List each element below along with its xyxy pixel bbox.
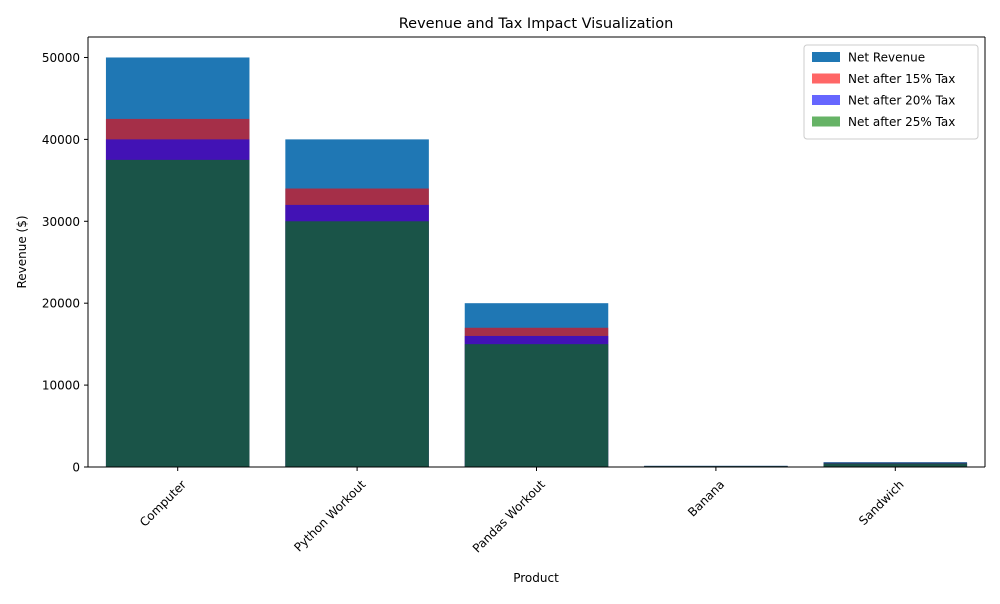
legend-swatch: [812, 52, 840, 62]
bar-series-3-sandwich: [823, 463, 968, 467]
legend-label: Net after 25% Tax: [848, 115, 955, 129]
legend: Net Revenue Net after 15% Tax Net after 20…: [803, 44, 979, 140]
plot-area: 0 10000 20000 30000 40000 50000 Computer Python…: [42, 36, 986, 555]
x-tick-label: Python Workout: [291, 477, 368, 554]
legend-swatch: [812, 116, 840, 127]
chart-title: Revenue and Tax Impact Visualization: [399, 16, 674, 32]
bar-series-3-pandas-workout: [464, 344, 609, 467]
x-tick-label: Sandwich: [856, 477, 907, 528]
x-tick-label: Computer: [137, 477, 189, 529]
y-tick-label: 10000: [42, 379, 80, 393]
y-tick-label: 20000: [42, 297, 80, 311]
bar-series-3-computer: [105, 159, 250, 467]
legend-box: [803, 44, 979, 140]
x-tick-label: Banana: [685, 477, 727, 519]
legend-label: Net Revenue: [848, 51, 925, 65]
legend-label: Net after 15% Tax: [848, 72, 955, 86]
y-tick-label: 30000: [42, 215, 80, 229]
legend-label: Net after 20% Tax: [848, 94, 955, 108]
x-axis-label: Product: [513, 571, 559, 585]
bar-series-3-python-workout: [285, 221, 429, 467]
y-tick-label: 0: [72, 461, 80, 475]
y-tick-label: 50000: [42, 51, 80, 65]
y-tick-label: 40000: [42, 133, 80, 147]
legend-swatch: [812, 73, 840, 84]
y-axis-label: Revenue ($): [15, 215, 29, 288]
legend-swatch: [812, 95, 840, 105]
x-tick-label: Pandas Workout: [470, 477, 548, 555]
